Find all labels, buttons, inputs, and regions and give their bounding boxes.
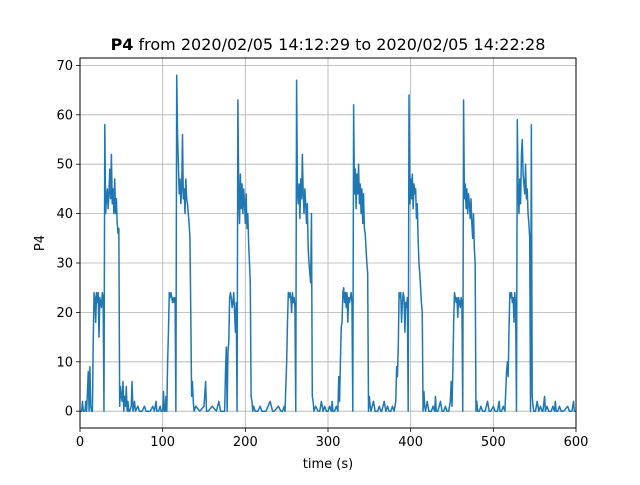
- y-tick-label: 10: [56, 355, 73, 370]
- x-tick-label: 0: [76, 435, 84, 450]
- x-tick-label: 600: [564, 435, 589, 450]
- series-line: [80, 74, 576, 412]
- y-tick-label: 70: [56, 59, 73, 74]
- x-tick-label: 100: [150, 435, 175, 450]
- chart-title: P4 from 2020/02/05 14:12:29 to 2020/02/0…: [111, 35, 546, 54]
- y-axis: 0 10 20 30 40 50 60 70: [56, 59, 80, 420]
- y-axis-label: P4: [33, 235, 48, 251]
- y-tick-label: 0: [65, 405, 73, 420]
- y-tick-label: 30: [56, 257, 73, 272]
- x-axis: 0 100 200 300 400 500 600: [76, 428, 589, 450]
- x-tick-label: 500: [481, 435, 506, 450]
- x-tick-label: 200: [233, 435, 258, 450]
- series-layer: [80, 74, 576, 412]
- x-axis-label: time (s): [303, 457, 353, 472]
- y-tick-label: 60: [56, 108, 73, 123]
- y-tick-label: 40: [56, 207, 73, 222]
- x-tick-label: 300: [316, 435, 341, 450]
- y-tick-label: 50: [56, 158, 73, 173]
- x-tick-label: 400: [398, 435, 423, 450]
- chart-title-rest: from 2020/02/05 14:12:29 to 2020/02/05 1…: [133, 35, 545, 54]
- y-tick-label: 20: [56, 306, 73, 321]
- chart-title-bold: P4: [111, 35, 134, 54]
